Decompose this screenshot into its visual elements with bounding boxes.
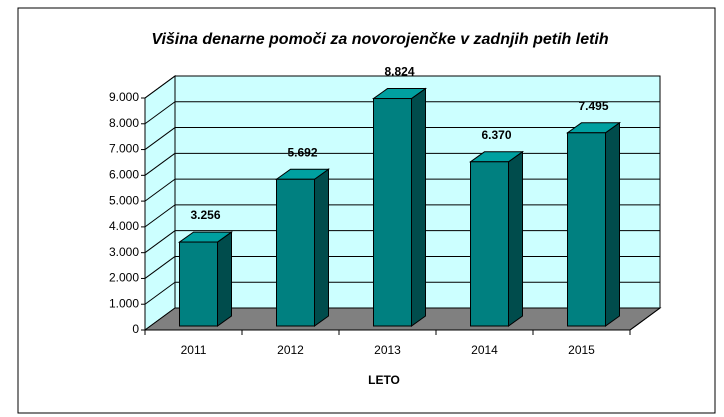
- x-tick-label: 2014: [471, 343, 498, 357]
- y-tick-label: 9.000: [109, 90, 139, 104]
- grid-line: [144, 256, 176, 279]
- bar-side: [508, 150, 523, 327]
- y-tick-label: 3.000: [109, 245, 139, 259]
- y-tick-label: 4.000: [109, 219, 139, 233]
- x-tick-label: 2012: [277, 343, 304, 357]
- y-tick-label: 6.000: [109, 168, 139, 182]
- bar-side: [411, 87, 426, 327]
- grid-line: [144, 75, 176, 99]
- data-label: 5.692: [287, 145, 317, 159]
- bar: [567, 132, 606, 327]
- bar-side: [314, 168, 329, 327]
- x-tick-label: 2015: [568, 343, 595, 357]
- x-axis-label: LETO: [368, 373, 400, 387]
- y-tick-label: 1.000: [109, 296, 139, 310]
- y-tick-label: 7.000: [109, 142, 139, 156]
- bar-side: [217, 231, 232, 327]
- chart-title: Višina denarne pomoči za novorojenčke v …: [151, 31, 609, 48]
- grid-line: [144, 101, 176, 125]
- bar: [470, 161, 509, 327]
- bar: [373, 98, 412, 327]
- y-tick-label: 0: [132, 322, 139, 336]
- side-wall: [144, 75, 176, 331]
- grid-line: [144, 127, 176, 150]
- data-label: 8.824: [384, 65, 414, 79]
- bar-side: [605, 121, 620, 327]
- data-label: 7.495: [578, 99, 608, 113]
- bar: [276, 178, 315, 327]
- data-label: 6.370: [481, 128, 511, 142]
- data-label: 3.256: [190, 208, 220, 222]
- floor-edge: [629, 307, 661, 331]
- grid-line: [144, 178, 176, 202]
- grid-line: [144, 152, 176, 176]
- grid-line: [144, 281, 176, 305]
- bar: [179, 241, 218, 327]
- x-tick-label: 2011: [181, 343, 207, 357]
- grid-line: [144, 230, 176, 254]
- y-tick-label: 2.000: [109, 271, 139, 285]
- y-tick-label: 5.000: [109, 193, 139, 207]
- y-tick-label: 8.000: [109, 116, 139, 130]
- grid-line: [144, 204, 176, 228]
- x-tick-label: 2013: [374, 343, 401, 357]
